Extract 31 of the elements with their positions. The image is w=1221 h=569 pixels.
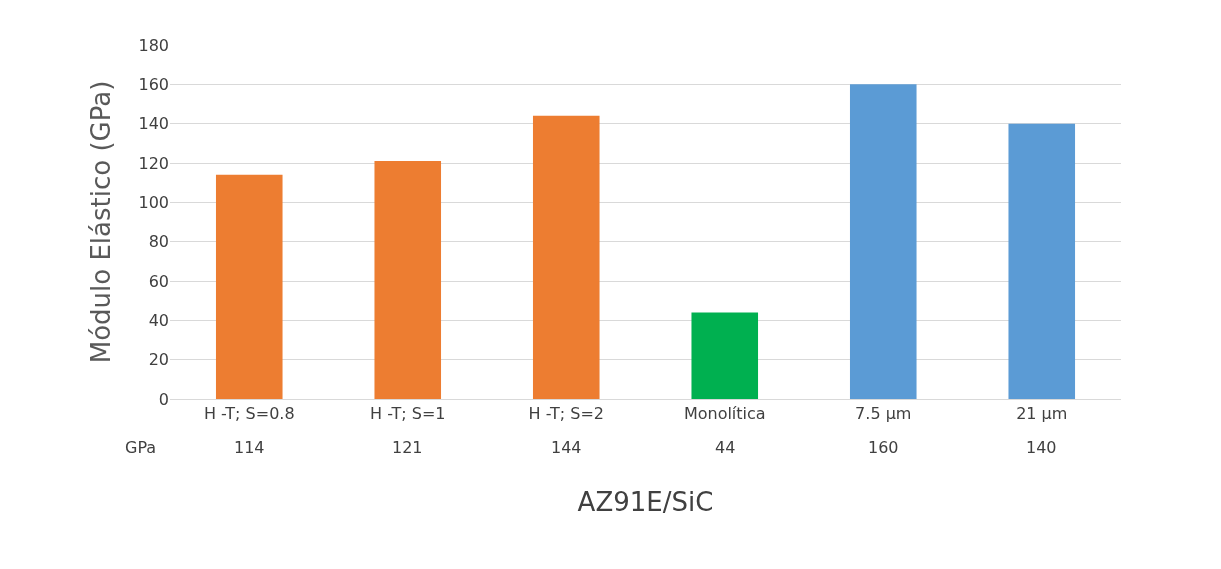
y-tick-label: 40 [148,310,169,330]
y-tick-label: 140 [138,114,169,134]
bar [691,312,759,399]
x-tick-label: 21 µm [1016,404,1068,424]
x-tick-label: H -T; S=0.8 [203,404,295,424]
y-tick-label: 60 [148,271,169,291]
x-axis-title: AZ91E/SiC [577,486,714,517]
data-label: 121 [392,438,423,457]
bar [532,115,600,399]
y-tick-label: 160 [138,74,169,94]
bar [215,174,283,399]
y-tick-label: 80 [148,232,169,252]
text: GPa [125,438,157,457]
y-tick-label: 20 [148,350,169,370]
data-label: 144 [551,438,582,457]
y-tick-label: 0 [158,389,169,409]
bar [374,161,442,399]
y-tick-label: 100 [138,192,169,212]
bar [1008,123,1076,399]
y-axis-title: Módulo Elástico (GPa) [85,80,116,364]
x-tick-label: H -T; S=1 [370,404,446,424]
data-label: 140 [1026,438,1057,457]
data-label: 114 [234,438,265,457]
y-tick-label: 180 [138,35,169,55]
x-tick-label: H -T; S=2 [528,404,604,424]
x-tick-label: Monolítica [683,404,766,424]
bar [849,84,917,399]
data-label: 160 [868,438,899,457]
y-tick-label: 120 [138,153,169,173]
x-tick-label: 7.5 µm [855,404,912,424]
data-label: 44 [715,438,736,457]
